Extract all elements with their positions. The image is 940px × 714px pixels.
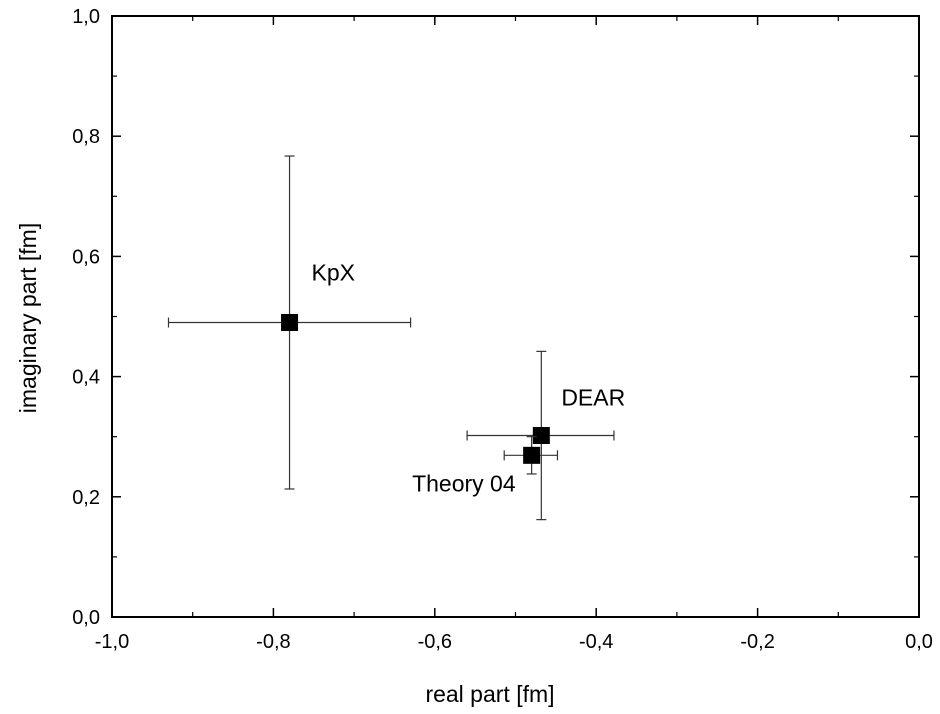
y-tick-label: 0,2 bbox=[72, 487, 100, 509]
y-tick-label: 0,8 bbox=[72, 126, 100, 148]
x-tick-label: -0,4 bbox=[579, 631, 613, 653]
point-annotation: Theory 04 bbox=[412, 470, 516, 496]
x-tick-label: -1,0 bbox=[95, 631, 129, 653]
y-tick-label: 0,0 bbox=[72, 607, 100, 629]
x-axis-title: real part [fm] bbox=[425, 681, 554, 707]
y-tick-label: 0,4 bbox=[72, 367, 100, 389]
data-point-marker bbox=[532, 426, 550, 444]
y-axis-title: imaginary part [fm] bbox=[15, 223, 41, 413]
data-marks: KpX DEAR Theory 04 bbox=[167, 155, 625, 521]
y-tick-label: 0,6 bbox=[72, 246, 100, 268]
x-tick-label: 0,0 bbox=[905, 631, 933, 653]
point-annotation: DEAR bbox=[561, 384, 625, 410]
point-annotation: KpX bbox=[312, 260, 355, 286]
x-axis: -1,0 -0,8 -0,6 -0,4 -0,2 0,0 bbox=[95, 16, 933, 653]
plot-frame bbox=[111, 15, 920, 618]
x-tick-label: -0,8 bbox=[256, 631, 290, 653]
data-point-marker bbox=[523, 446, 541, 464]
y-axis: 0,0 0,2 0,4 0,6 0,8 1,0 bbox=[72, 6, 919, 629]
y-tick-label: 1,0 bbox=[72, 6, 100, 28]
x-tick-label: -0,2 bbox=[740, 631, 774, 653]
data-point-marker bbox=[281, 314, 299, 332]
x-tick-label: -0,6 bbox=[418, 631, 452, 653]
